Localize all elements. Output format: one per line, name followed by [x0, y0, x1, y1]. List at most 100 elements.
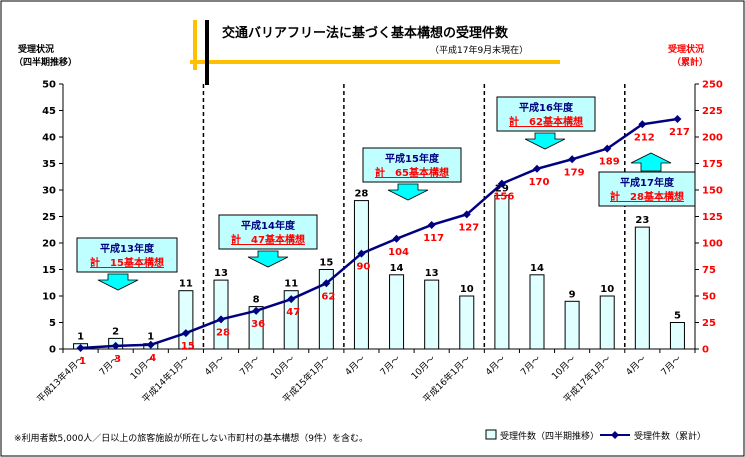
callout-total: 計 28基本構想	[610, 190, 684, 203]
cumulative-point	[111, 341, 120, 350]
bar	[669, 322, 685, 350]
y-right-tick-label: 50	[702, 292, 716, 303]
bar-value-label: 10	[600, 284, 614, 295]
cumulative-value-label: 156	[493, 192, 514, 203]
cumulative-value-label: 15	[181, 341, 195, 352]
callout-year: 平成16年度	[519, 101, 574, 114]
bar	[599, 295, 615, 350]
cumulative-value-label: 3	[114, 354, 121, 365]
callout-box	[496, 96, 596, 132]
callout-arrow	[247, 250, 289, 268]
cumulative-point	[217, 315, 225, 324]
callout-year: 平成13年度	[100, 242, 155, 255]
cumulative-point	[673, 114, 682, 123]
bar-value-label: 13	[425, 268, 439, 279]
legend-bar-swatch	[485, 429, 497, 440]
bar	[494, 194, 510, 350]
bar	[424, 279, 440, 350]
bar	[389, 274, 405, 350]
cumulative-point	[603, 144, 612, 153]
y-left-tick-label: 15	[42, 265, 56, 276]
cumulative-value-label: 170	[529, 177, 550, 188]
legend: 受理件数（四半期推移） 受理件数（累計）	[485, 429, 706, 442]
callout-box	[362, 147, 462, 183]
y-right-tick-label: 225	[702, 106, 723, 117]
y-left-tick-label: 25	[42, 212, 56, 223]
callout-year: 平成17年度	[620, 176, 675, 189]
cumulative-value-label: 179	[564, 167, 585, 178]
callout-box	[76, 237, 178, 273]
y-right-tick-label: 75	[702, 265, 716, 276]
y-left-tick-label: 20	[42, 239, 56, 250]
y-left-tick-label: 40	[42, 133, 56, 144]
bar-value-label: 23	[635, 215, 649, 226]
y-left-tick-label: 5	[49, 318, 56, 329]
footnote: ※利用者数5,000人／日以上の旅客施設が所在しない市町村の基本構想（9件）を含…	[14, 432, 368, 444]
callout-year: 平成14年度	[241, 219, 296, 232]
bar-value-label: 14	[530, 263, 544, 274]
bar-value-label: 11	[284, 279, 298, 290]
cumulative-point	[181, 329, 190, 338]
cumulative-value-label: 36	[251, 319, 265, 330]
legend-line-label: 受理件数（累計）	[634, 430, 706, 442]
bar-value-label: 13	[214, 268, 228, 279]
callout-arrow	[524, 132, 566, 150]
y-right-tick-label: 250	[702, 80, 723, 91]
bar-value-label: 5	[674, 311, 681, 322]
bar	[283, 290, 299, 350]
cumulative-point	[357, 249, 366, 258]
bar-value-label: 15	[319, 258, 333, 269]
y-left-tick-label: 35	[42, 159, 56, 170]
bar-value-label: 10	[460, 284, 474, 295]
y-left-tick-label: 45	[42, 106, 56, 117]
y-right-tick-label: 25	[702, 318, 716, 329]
cumulative-point	[638, 120, 647, 129]
cumulative-value-label: 104	[388, 247, 409, 258]
chart-title: 交通バリアフリー法に基づく基本構想の受理件数	[222, 25, 509, 41]
plot-area: 0510152025303540455002550751001251501752…	[34, 80, 723, 406]
cumulative-point	[568, 155, 577, 164]
bar-value-label: 1	[77, 332, 84, 343]
cumulative-point	[287, 295, 296, 304]
y-right-tick-label: 125	[702, 212, 723, 223]
cumulative-value-label: 212	[634, 132, 655, 143]
y-right-tick-label: 200	[702, 133, 723, 144]
cumulative-line	[80, 117, 678, 350]
cumulative-value-label: 217	[669, 127, 690, 138]
bar-value-label: 28	[354, 189, 368, 200]
y-right-tick-label: 150	[702, 186, 723, 197]
cumulative-point	[76, 343, 85, 352]
bar	[564, 300, 580, 350]
bar	[529, 274, 545, 350]
right-axis-label-line1: 受理状況	[668, 43, 704, 55]
bar-value-label: 14	[390, 263, 404, 274]
y-right-tick-label: 175	[702, 159, 723, 170]
cumulative-point	[462, 210, 471, 219]
bar-value-label: 8	[253, 295, 260, 306]
cumulative-value-label: 127	[458, 222, 479, 233]
callout-arrow	[387, 183, 429, 201]
y-right-tick-label: 0	[702, 345, 709, 356]
y-right-tick-label: 100	[702, 239, 723, 250]
y-left-tick-label: 50	[42, 80, 56, 91]
legend-bar-label: 受理件数（四半期推移）	[500, 430, 599, 442]
cumulative-value-label: 4	[149, 353, 156, 364]
chart-subtitle: （平成17年9月末現在）	[430, 44, 528, 56]
left-axis-label-line1: 受理状況	[18, 43, 54, 55]
cumulative-value-label: 1	[79, 356, 86, 367]
cumulative-point	[322, 279, 331, 288]
bar-value-label: 9	[569, 289, 576, 300]
cumulative-value-label: 47	[286, 307, 300, 318]
callout-total: 計 65基本構想	[375, 166, 449, 179]
bar	[353, 200, 369, 350]
cumulative-value-label: 189	[599, 157, 620, 168]
left-axis-label-line2: （四半期推移）	[14, 56, 77, 68]
callout-total: 計 15基本構想	[90, 256, 164, 269]
y-left-tick-label: 0	[49, 345, 56, 356]
cumulative-value-label: 117	[423, 233, 444, 244]
legend-line-marker	[611, 431, 619, 439]
bar	[248, 306, 264, 350]
